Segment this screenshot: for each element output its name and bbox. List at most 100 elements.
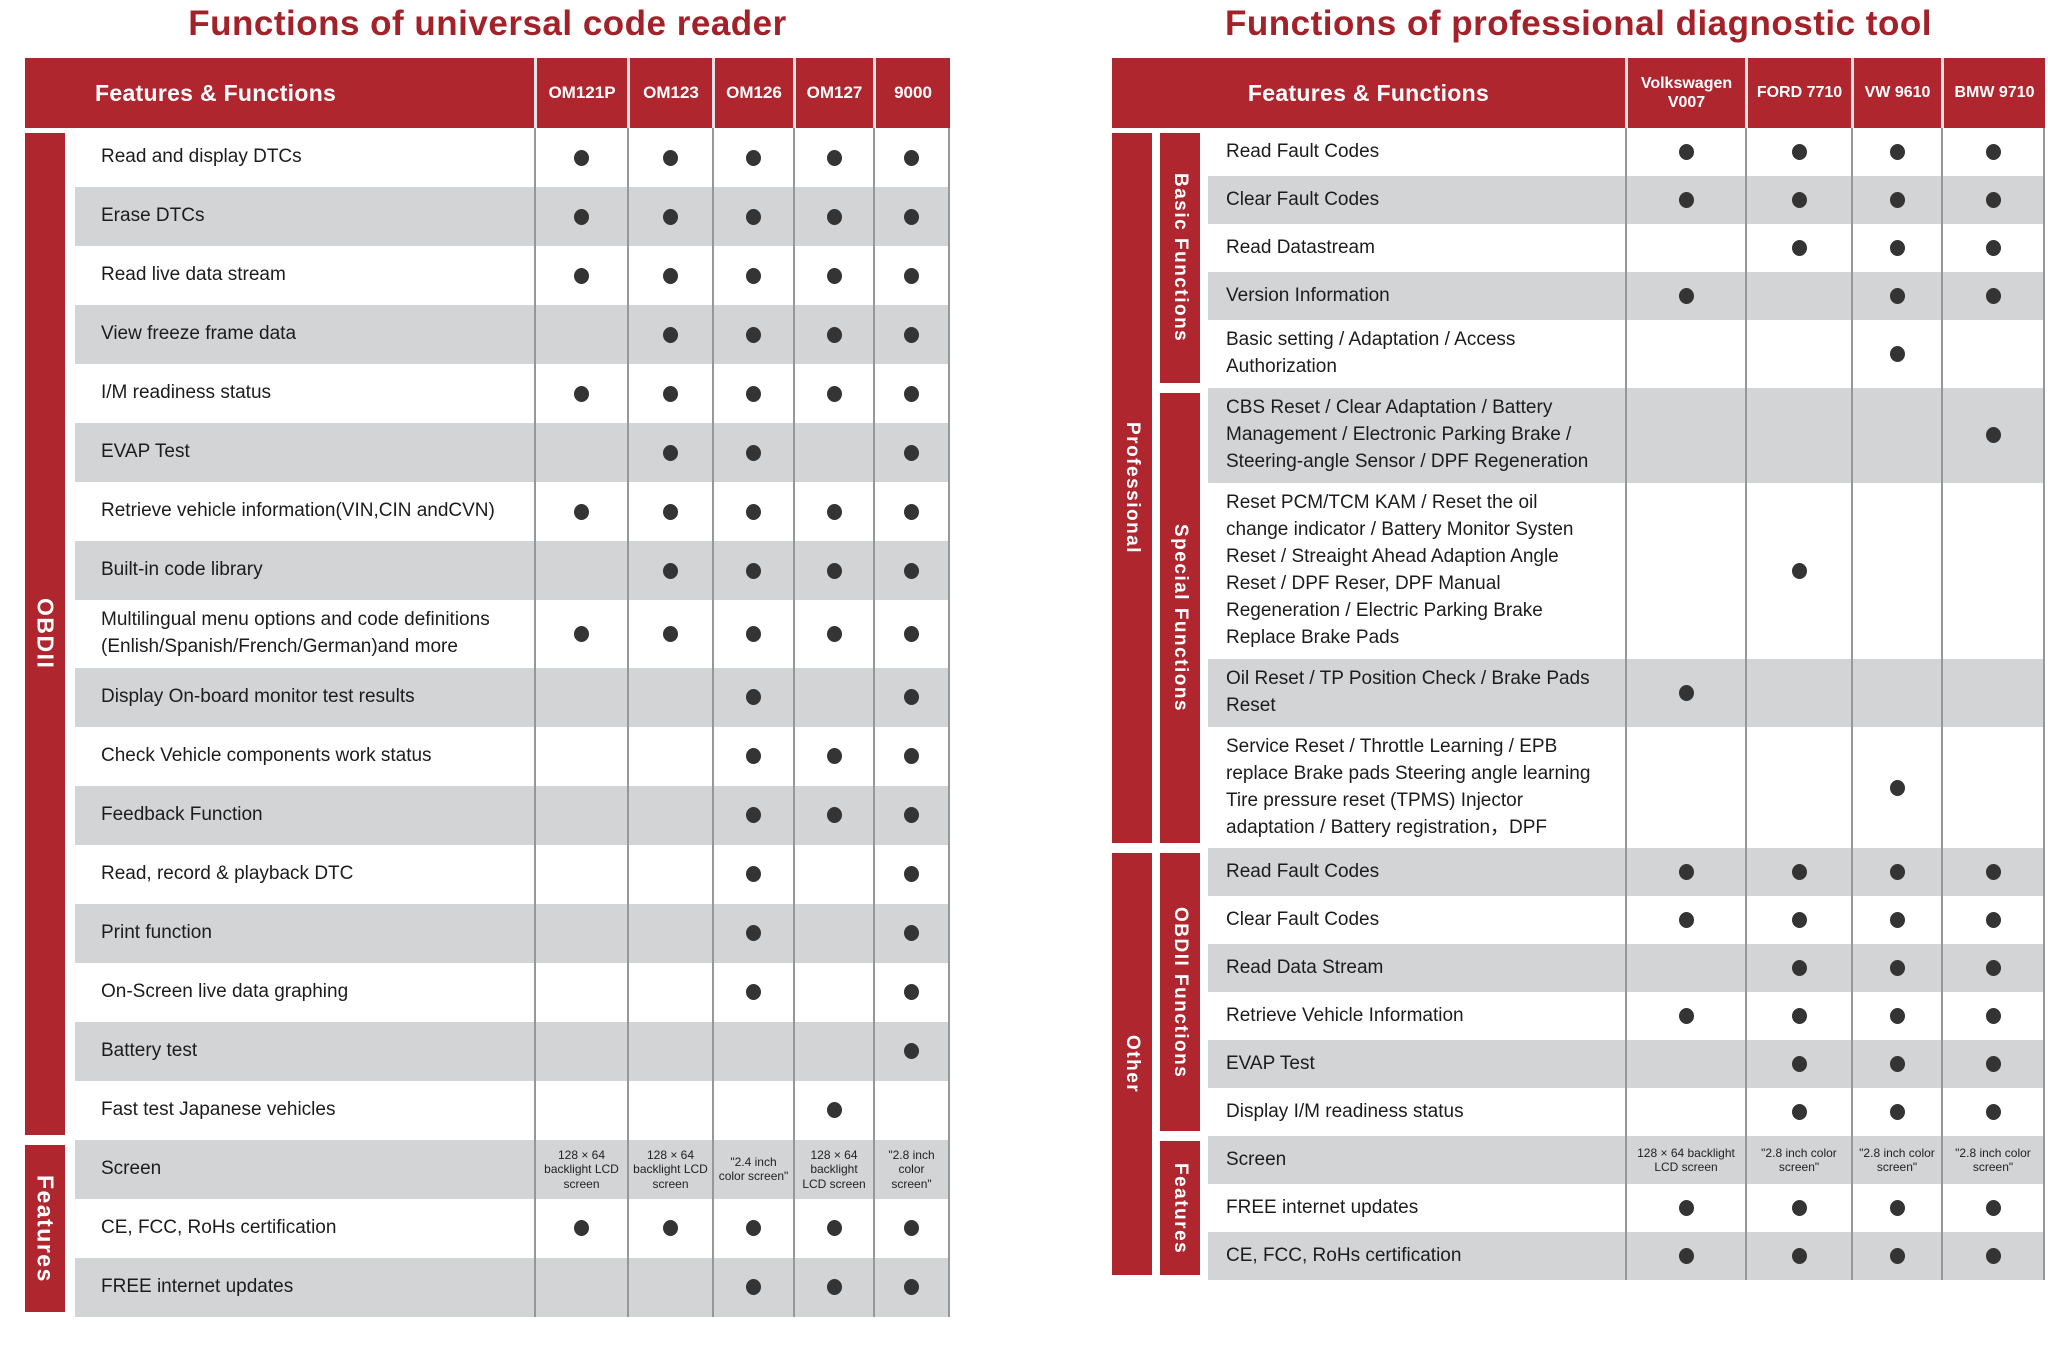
- product-value-cell: [1851, 224, 1941, 272]
- group-segment-obdii-functions: OBDII Functions: [1160, 853, 1200, 1132]
- feature-label-cell: EVAP Test: [75, 423, 534, 482]
- product-value-cell: [1941, 224, 2045, 272]
- product-value-cell: [873, 667, 950, 727]
- product-value-cell: [873, 785, 950, 845]
- product-value-cell-empty: [627, 962, 712, 1022]
- product-value-cell-empty: [1625, 320, 1745, 388]
- product-value-cell: [793, 785, 873, 845]
- feature-supported-dot-icon: [1791, 960, 1807, 977]
- product-value-cell: [1745, 482, 1851, 659]
- feature-label-cell: Screen: [1208, 1136, 1625, 1185]
- product-value-cell-empty: [534, 726, 627, 786]
- group-label-features: Features: [32, 1174, 59, 1283]
- product-value-cell: [1625, 896, 1745, 945]
- product-value-cell-empty: [627, 903, 712, 963]
- feature-supported-dot-icon: [746, 267, 761, 284]
- product-value-cell: [1851, 726, 1941, 849]
- feature-supported-dot-icon: [1678, 684, 1694, 701]
- screen-spec-text: "2.8 inch color screen": [888, 1147, 935, 1191]
- product-value-cell: [873, 1021, 950, 1081]
- screen-spec-text: "2.8 inch color screen": [1955, 1145, 2031, 1175]
- feature-supported-dot-icon: [1791, 912, 1807, 929]
- feature-supported-dot-icon: [1678, 864, 1694, 881]
- feature-supported-dot-icon: [1889, 345, 1905, 362]
- product-value-cell-empty: [534, 785, 627, 845]
- feature-supported-dot-icon: [663, 625, 678, 642]
- product-value-cell-empty: [534, 305, 627, 364]
- feature-supported-dot-icon: [1985, 912, 2001, 929]
- screen-spec-text: 128 × 64 backlight LCD screen: [802, 1147, 866, 1191]
- product-value-cell: [873, 482, 950, 541]
- product-value-cell: [873, 364, 950, 423]
- feature-supported-dot-icon: [663, 503, 678, 520]
- feature-supported-dot-icon: [904, 625, 919, 642]
- product-value-cell: "2.8 inch color screen": [1745, 1136, 1851, 1185]
- product-value-cell: [793, 128, 873, 187]
- product-value-cell-empty: [793, 962, 873, 1022]
- feature-supported-dot-icon: [1985, 288, 2001, 304]
- product-value-cell-empty: [1625, 224, 1745, 272]
- product-value-cell-empty: [627, 844, 712, 904]
- product-value-cell-empty: [627, 1080, 712, 1140]
- product-value-cell: [793, 305, 873, 364]
- product-value-cell: [1851, 128, 1941, 176]
- feature-supported-dot-icon: [904, 267, 919, 284]
- product-value-cell: [712, 844, 793, 904]
- feature-supported-dot-icon: [746, 562, 761, 579]
- feature-label-cell: EVAP Test: [1208, 1040, 1625, 1089]
- feature-supported-dot-icon: [1985, 864, 2001, 881]
- feature-supported-dot-icon: [1889, 240, 1905, 256]
- group-label-basic-functions: Basic Functions: [1170, 173, 1191, 343]
- product-value-cell-empty: [793, 1021, 873, 1081]
- screen-spec-text: 128 × 64 backlight LCD screen: [1637, 1145, 1735, 1175]
- feature-supported-dot-icon: [746, 984, 761, 1001]
- group-segment-other: Other: [1112, 853, 1152, 1276]
- product-value-cell: [1851, 320, 1941, 388]
- feature-supported-dot-icon: [1678, 192, 1694, 208]
- product-column-header-9000: 9000: [873, 58, 950, 128]
- feature-supported-dot-icon: [826, 267, 842, 284]
- feature-label-cell: Read Datastream: [1208, 224, 1625, 272]
- product-value-cell: [873, 844, 950, 904]
- group-label-features: Features: [1170, 1162, 1191, 1255]
- feature-supported-dot-icon: [904, 562, 919, 579]
- product-value-cell: "2.8 inch color screen": [1851, 1136, 1941, 1185]
- product-value-cell: [1745, 1232, 1851, 1281]
- product-value-cell: [1625, 658, 1745, 727]
- feature-supported-dot-icon: [1791, 144, 1807, 160]
- product-value-cell: "2.8 inch color screen": [1941, 1136, 2045, 1185]
- product-value-cell: [873, 1257, 950, 1317]
- product-value-cell: [873, 962, 950, 1022]
- product-value-cell: [712, 903, 793, 963]
- feature-supported-dot-icon: [1985, 1104, 2001, 1121]
- feature-supported-dot-icon: [1889, 192, 1905, 208]
- product-value-cell: [1625, 272, 1745, 320]
- product-value-cell: [712, 600, 793, 668]
- product-value-cell: [793, 482, 873, 541]
- product-value-cell: [1625, 128, 1745, 176]
- product-value-cell-empty: [1625, 726, 1745, 849]
- product-value-cell: [712, 364, 793, 423]
- feature-supported-dot-icon: [574, 149, 589, 166]
- product-value-cell-empty: [1941, 482, 2045, 659]
- product-value-cell: [712, 482, 793, 541]
- product-column-header-om126: OM126: [712, 58, 793, 128]
- product-value-cell: [793, 187, 873, 246]
- feature-label-cell: Feedback Function: [75, 785, 534, 845]
- feature-supported-dot-icon: [574, 625, 589, 642]
- product-value-cell: [1941, 896, 2045, 945]
- feature-supported-dot-icon: [1791, 1056, 1807, 1073]
- product-value-cell: 128 × 64 backlight LCD screen: [534, 1139, 627, 1199]
- product-value-cell: [1745, 128, 1851, 176]
- group-label-professional: Professional: [1122, 422, 1143, 555]
- product-value-cell-empty: [712, 1080, 793, 1140]
- product-value-cell: [1625, 848, 1745, 897]
- screen-spec-text: "2.8 inch color screen": [1761, 1145, 1837, 1175]
- product-value-cell-empty: [1625, 482, 1745, 659]
- product-value-cell: [627, 1198, 712, 1258]
- feature-label-cell: Oil Reset / TP Position Check / Brake Pa…: [1208, 658, 1625, 727]
- feature-label-cell: Screen: [75, 1139, 534, 1199]
- product-value-cell-empty: [793, 844, 873, 904]
- product-value-cell: [712, 246, 793, 305]
- product-value-cell: [1851, 1088, 1941, 1137]
